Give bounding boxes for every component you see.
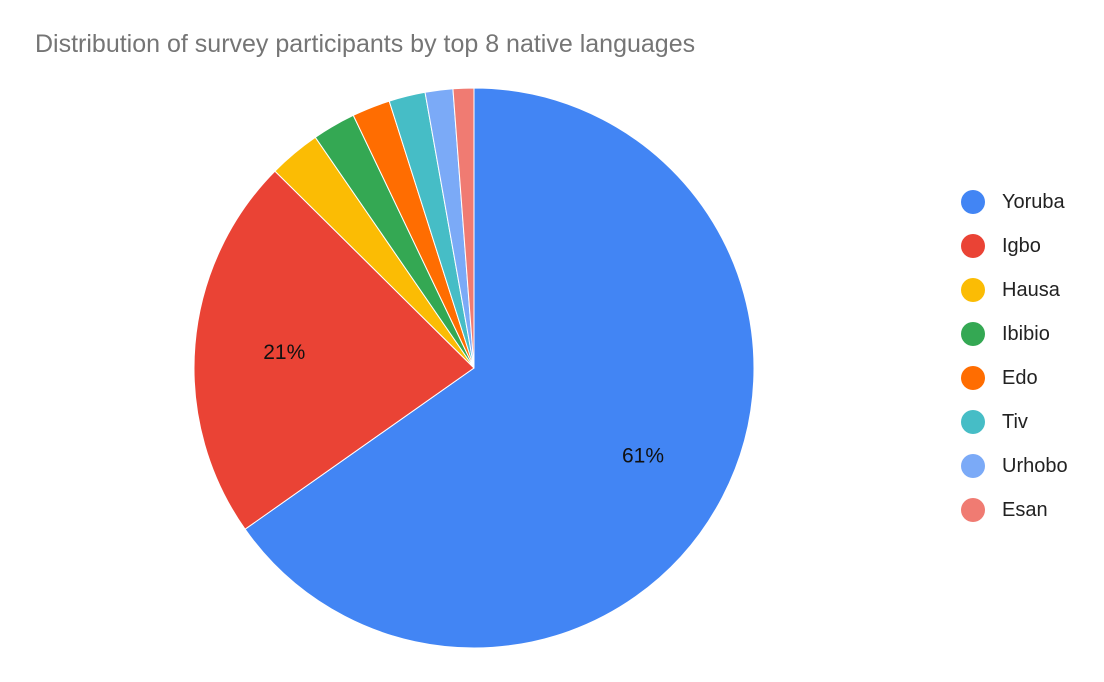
legend-swatch-icon [961,454,985,478]
legend-label: Tiv [1002,410,1028,433]
legend-item-hausa[interactable]: Hausa [961,268,1068,312]
legend-swatch-icon [961,190,985,214]
legend-swatch-icon [961,498,985,522]
legend-swatch-icon [961,234,985,258]
legend-item-urhobo[interactable]: Urhobo [961,444,1068,488]
legend-item-esan[interactable]: Esan [961,488,1068,532]
slice-esan[interactable] [452,87,475,369]
legend-item-yoruba[interactable]: Yoruba [961,180,1068,224]
data-label-igbo: 21% [263,341,305,364]
legend-label: Ibibio [1002,322,1050,345]
legend: Yoruba Igbo Hausa Ibibio Edo Tiv Urhobo Esan [961,180,1068,532]
legend-label: Esan [1002,498,1048,521]
legend-label: Hausa [1002,278,1060,301]
legend-label: Urhobo [1002,454,1068,477]
legend-label: Yoruba [1002,190,1065,213]
legend-item-igbo[interactable]: Igbo [961,224,1068,268]
legend-item-tiv[interactable]: Tiv [961,400,1068,444]
legend-item-edo[interactable]: Edo [961,356,1068,400]
legend-label: Edo [1002,366,1038,389]
legend-item-ibibio[interactable]: Ibibio [961,312,1068,356]
legend-swatch-icon [961,410,985,434]
chart-title: Distribution of survey participants by t… [35,30,696,58]
legend-swatch-icon [961,278,985,302]
data-label-yoruba: 61% [622,445,664,468]
slice-igbo[interactable] [193,170,475,530]
legend-label: Igbo [1002,234,1041,257]
legend-swatch-icon [961,366,985,390]
legend-swatch-icon [961,322,985,346]
slice-yoruba[interactable] [244,87,755,649]
